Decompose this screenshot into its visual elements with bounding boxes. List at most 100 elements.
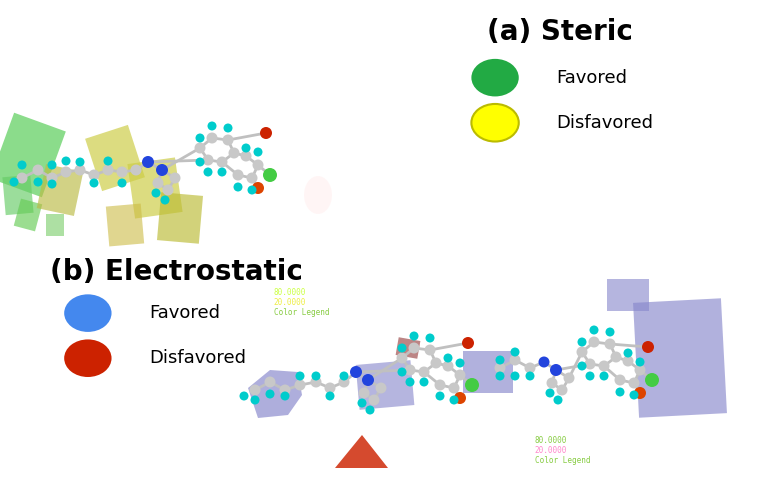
Ellipse shape [64,340,112,377]
Circle shape [462,337,474,349]
Circle shape [47,179,57,188]
Circle shape [454,392,466,404]
Circle shape [195,142,206,153]
Circle shape [546,377,558,388]
Circle shape [448,382,459,393]
Circle shape [598,361,610,372]
Text: (b) Electrostatic: (b) Electrostatic [50,258,303,286]
Circle shape [585,372,594,380]
Circle shape [550,364,562,376]
Circle shape [160,195,170,204]
Circle shape [590,326,598,335]
Circle shape [449,395,458,404]
Circle shape [89,178,99,187]
Circle shape [280,391,290,400]
Circle shape [89,169,99,180]
Circle shape [196,133,205,142]
Circle shape [419,367,429,377]
Circle shape [614,375,626,385]
Text: Favored: Favored [149,304,220,322]
Circle shape [218,167,226,176]
Circle shape [203,167,212,176]
Circle shape [419,377,429,386]
Circle shape [425,345,435,356]
Circle shape [455,370,465,380]
Circle shape [645,373,659,387]
Circle shape [358,387,370,398]
Circle shape [131,164,141,175]
Circle shape [443,354,452,363]
Polygon shape [37,164,83,216]
Circle shape [202,154,213,165]
Circle shape [206,132,218,143]
Circle shape [556,384,568,395]
Text: Disfavored: Disfavored [149,349,246,367]
Circle shape [577,347,588,358]
Circle shape [616,387,624,396]
Text: 20.0000: 20.0000 [274,298,306,307]
Circle shape [260,127,272,139]
Circle shape [250,384,261,395]
Circle shape [426,334,435,343]
Circle shape [252,182,264,194]
Circle shape [584,359,595,370]
Circle shape [435,379,445,390]
Circle shape [553,395,562,404]
Text: Disfavored: Disfavored [556,114,653,132]
Circle shape [375,382,387,393]
Circle shape [526,372,535,380]
Circle shape [606,328,614,337]
Circle shape [642,341,654,353]
Text: 80.0000: 80.0000 [535,436,567,445]
Text: 80.0000: 80.0000 [274,288,306,297]
Polygon shape [14,198,42,231]
Circle shape [76,157,85,166]
Circle shape [623,356,633,367]
Circle shape [163,184,173,195]
Circle shape [397,344,406,353]
Circle shape [264,376,276,387]
Polygon shape [85,125,145,191]
Circle shape [634,365,646,376]
Polygon shape [157,192,203,244]
Text: Favored: Favored [556,69,627,87]
Circle shape [539,357,549,368]
Circle shape [75,164,86,175]
Circle shape [610,352,621,363]
Polygon shape [248,370,302,418]
Text: (a) Steric: (a) Steric [487,18,633,46]
Circle shape [216,156,228,167]
Circle shape [156,164,168,176]
Circle shape [545,388,555,397]
Circle shape [365,405,374,414]
Circle shape [600,372,608,380]
Circle shape [404,365,416,376]
Polygon shape [0,113,66,197]
Circle shape [338,376,349,387]
Circle shape [34,177,43,186]
Polygon shape [633,298,727,418]
Ellipse shape [471,59,519,97]
Circle shape [228,147,239,158]
Circle shape [604,339,616,350]
Circle shape [247,172,257,183]
Circle shape [18,160,27,169]
Circle shape [222,134,234,145]
Circle shape [629,377,639,388]
Circle shape [251,395,260,404]
Polygon shape [335,435,388,468]
Circle shape [9,177,18,186]
Circle shape [634,387,646,399]
Circle shape [455,359,465,368]
Circle shape [280,384,290,395]
Circle shape [339,372,348,380]
Circle shape [33,164,44,175]
Circle shape [294,379,306,390]
Circle shape [17,172,28,183]
Circle shape [636,358,645,367]
Circle shape [61,156,70,165]
Circle shape [266,389,274,398]
Ellipse shape [64,295,112,332]
Circle shape [510,355,520,366]
Circle shape [496,372,504,380]
